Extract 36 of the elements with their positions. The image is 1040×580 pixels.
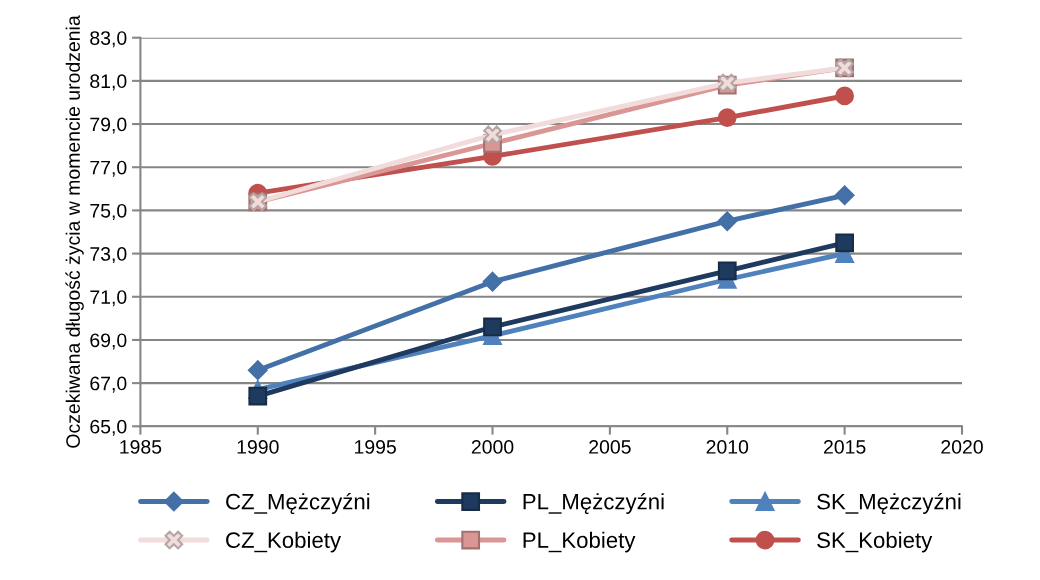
x-tick-label: 1985 [120,440,162,454]
legend-label: PL_Kobiety [523,531,636,553]
x-tick-label: 2020 [941,440,983,454]
y-tick-label: 77,0 [90,160,127,177]
y-tick-label: 75,0 [90,203,127,220]
y-tick-label: 71,0 [90,290,127,307]
y-tick-label: 79,0 [90,117,127,134]
point [834,185,855,206]
y-tick-label: 83,0 [90,31,127,48]
y-tick-label: 73,0 [90,247,127,264]
legend-label: CZ_Kobiety [226,531,342,553]
x-tick-label: 2010 [706,440,749,454]
point [482,271,503,292]
point [835,86,854,106]
x-tick-label: 2000 [471,440,514,454]
legend-label: CZ_Mężczyźni [226,492,370,514]
point [717,108,737,127]
y-axis-title: Oczekiwana długość życia w momencie urodzenia [65,15,84,448]
y-tick-label: 67,0 [90,376,127,393]
x-tick-label: 1995 [355,440,396,454]
legend-label: PL_Mężczyźni [523,492,664,514]
legend-label: SK_Mężczyźni [817,492,961,514]
x-tick-label: 1990 [237,440,279,454]
legend-label: SK_Kobiety [817,531,933,553]
point [248,386,268,406]
point [835,233,854,253]
y-tick-label: 65,0 [90,419,127,436]
y-tick-label: 81,0 [90,74,127,91]
x-tick-label: 2015 [823,440,866,454]
point [483,125,502,145]
point [717,211,738,232]
point [717,261,737,281]
point [483,317,502,337]
point [247,360,268,381]
x-tick-label: 2005 [589,440,631,454]
y-tick-label: 69,0 [90,333,127,350]
